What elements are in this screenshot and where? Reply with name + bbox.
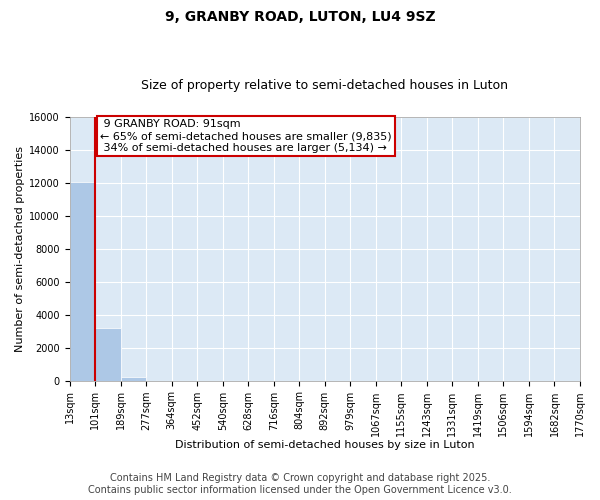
Text: 9, GRANBY ROAD, LUTON, LU4 9SZ: 9, GRANBY ROAD, LUTON, LU4 9SZ <box>164 10 436 24</box>
Y-axis label: Number of semi-detached properties: Number of semi-detached properties <box>15 146 25 352</box>
Bar <box>95 328 121 380</box>
X-axis label: Distribution of semi-detached houses by size in Luton: Distribution of semi-detached houses by … <box>175 440 475 450</box>
Bar <box>70 182 95 380</box>
Text: Contains HM Land Registry data © Crown copyright and database right 2025.
Contai: Contains HM Land Registry data © Crown c… <box>88 474 512 495</box>
Title: Size of property relative to semi-detached houses in Luton: Size of property relative to semi-detach… <box>142 79 508 92</box>
Bar <box>121 378 146 380</box>
Text: 9 GRANBY ROAD: 91sqm
← 65% of semi-detached houses are smaller (9,835)
 34% of s: 9 GRANBY ROAD: 91sqm ← 65% of semi-detac… <box>100 120 392 152</box>
